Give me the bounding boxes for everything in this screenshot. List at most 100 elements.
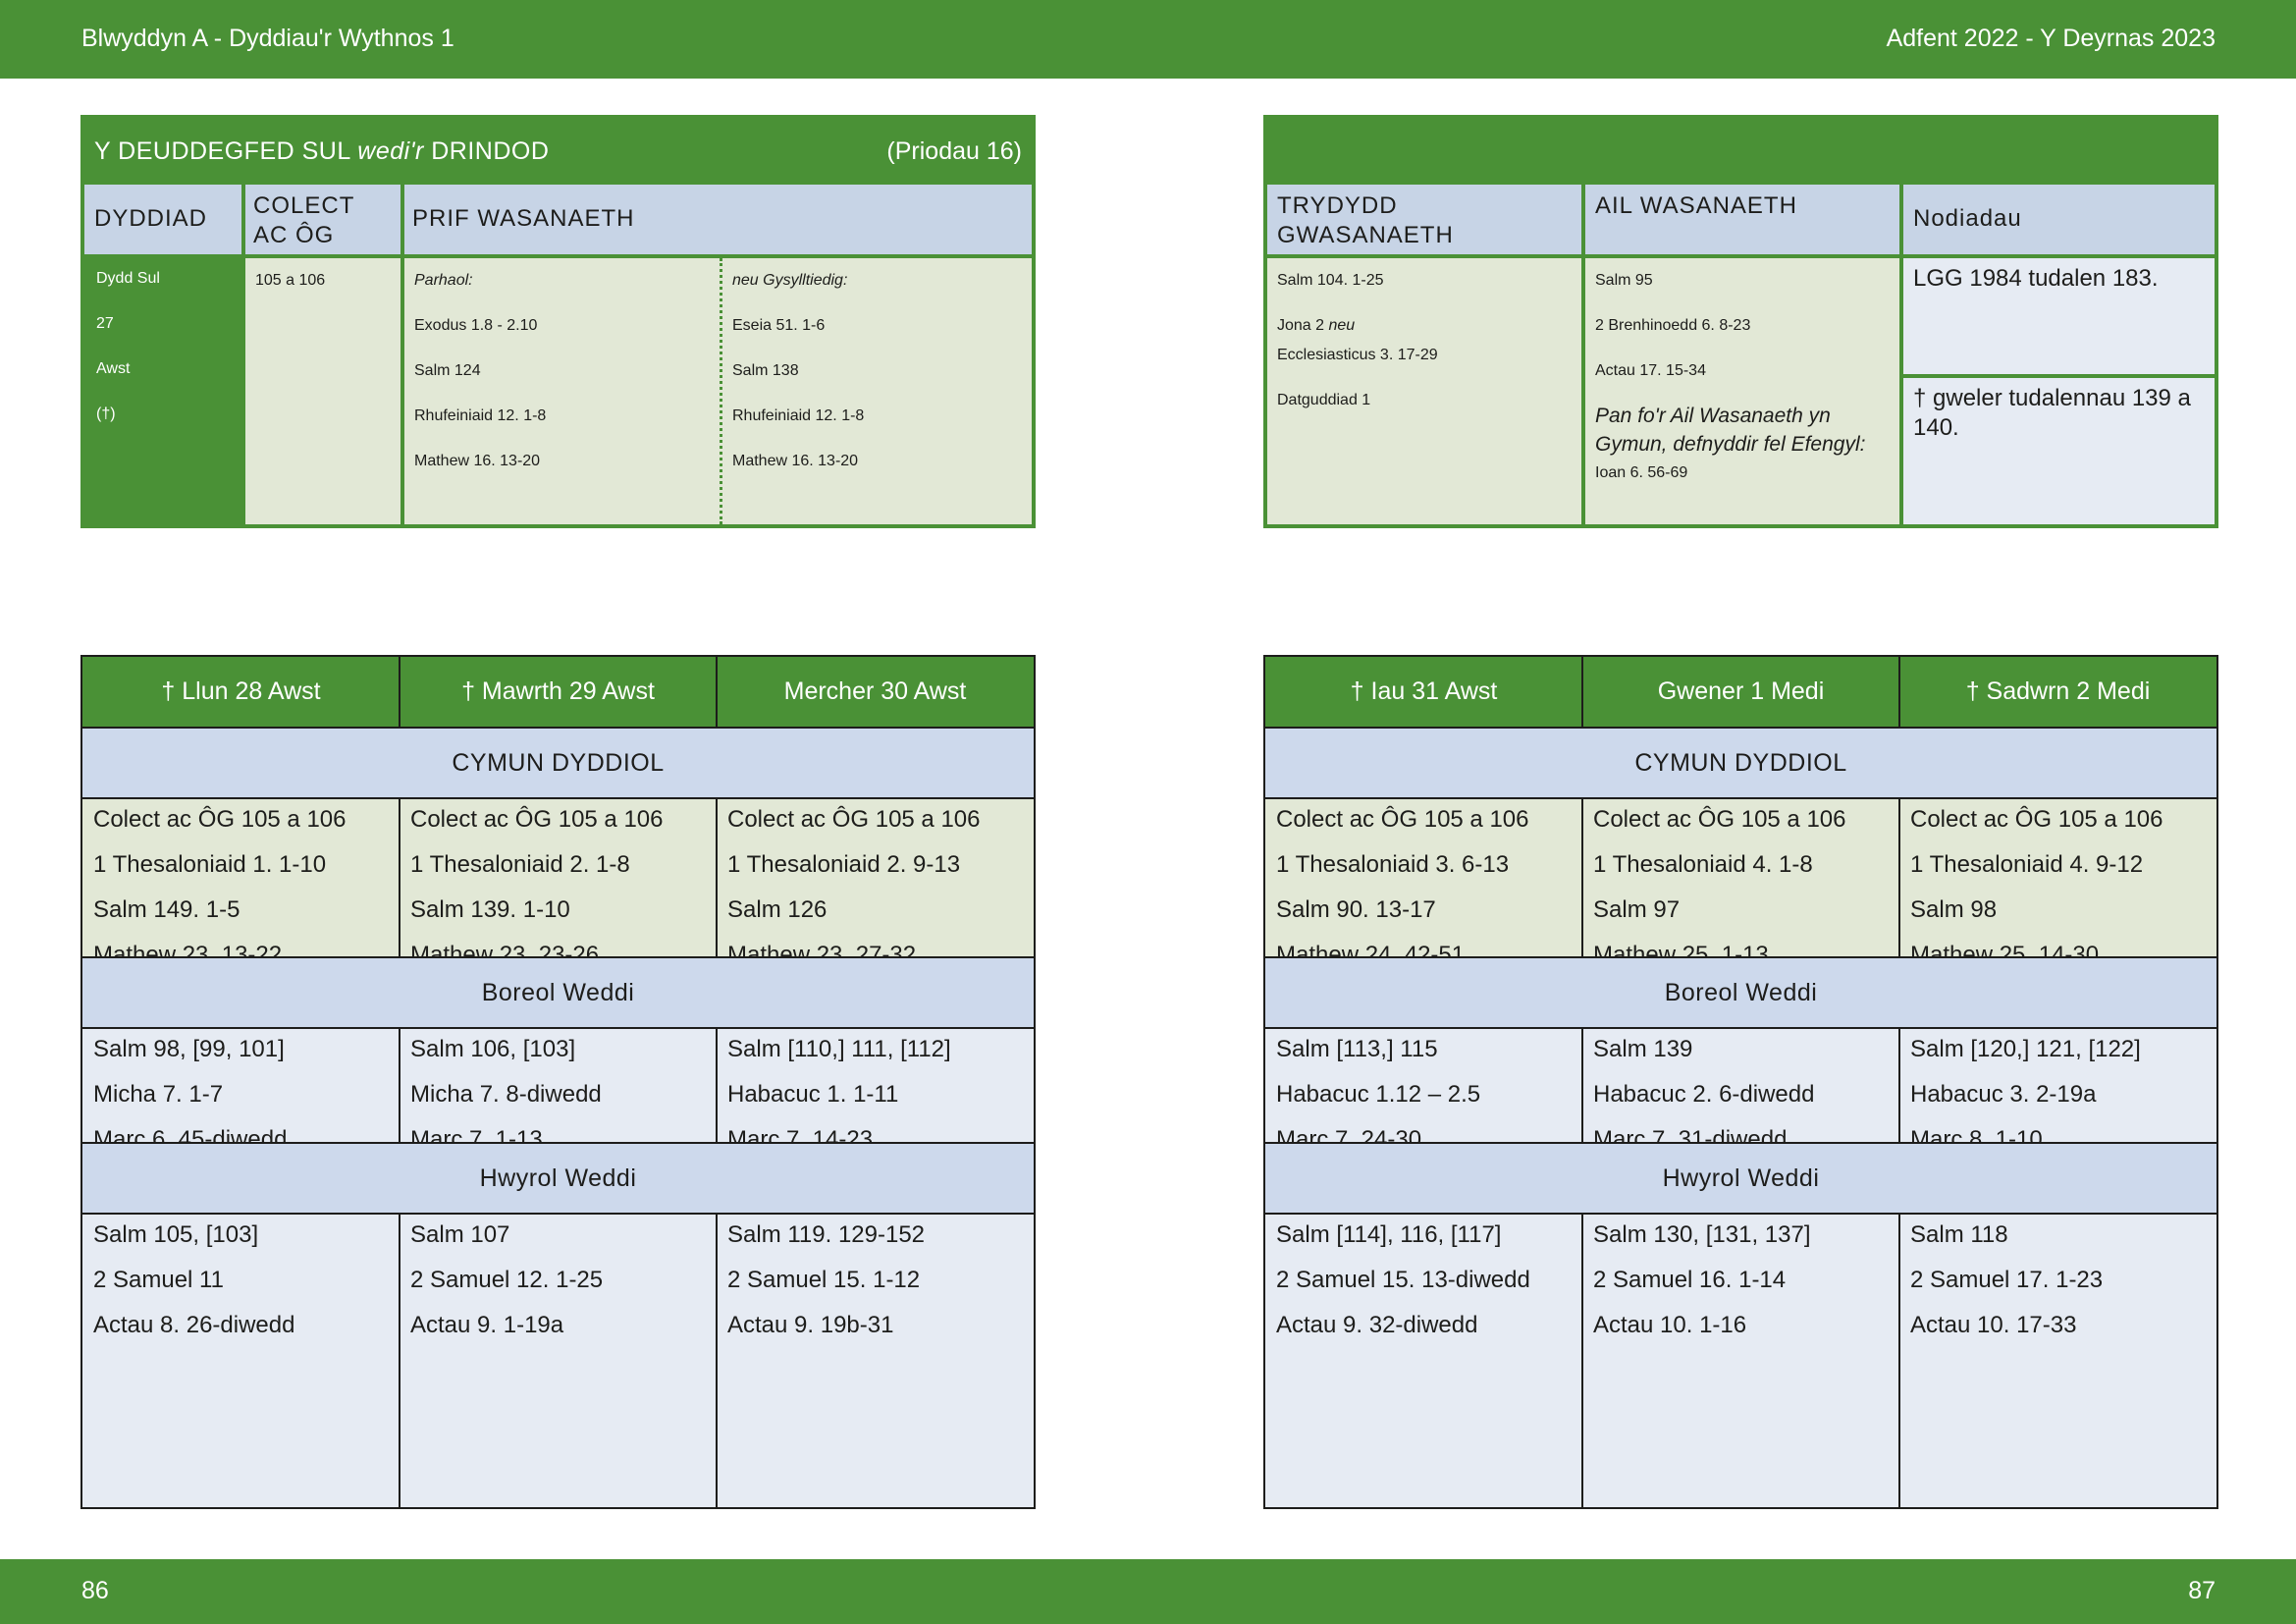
- section-evening-prayer: Hwyrol Weddi: [82, 1144, 1034, 1213]
- sunday-main-table: Y DEUDDEGFED SUL wedi'r DRINDOD (Priodau…: [80, 115, 1036, 528]
- reading: 2 Samuel 15. 1-12: [727, 1267, 921, 1293]
- day-morning-cell: Salm [120,] 121, [122] Habacuc 3. 2-19a …: [1899, 1029, 2216, 1153]
- sunday-grid: DYDDIAD COLECT AC ÔG PRIF WASANAETH Dydd…: [80, 185, 1036, 528]
- reading: Salm [114], 116, [117]: [1276, 1221, 1502, 1248]
- day-eucharist-cell: Colect ac ÔG 105 a 106 1 Thesaloniaid 1.…: [82, 799, 400, 968]
- date-line-month: Awst: [96, 360, 131, 377]
- reading: 2 Samuel 15. 13-diwedd: [1276, 1267, 1530, 1293]
- section-evening-prayer: Hwyrol Weddi: [1265, 1144, 2216, 1213]
- col-divider: [1898, 1029, 1900, 1142]
- reading: Habacuc 1. 1-11: [727, 1081, 899, 1108]
- evening-readings-block: Salm [114], 116, [117] 2 Samuel 15. 13-d…: [1265, 1215, 2216, 1507]
- sunday-banner-right: [1263, 115, 2218, 185]
- row-divider: [1265, 727, 2216, 729]
- reading: Salm 124: [414, 362, 481, 379]
- reading: 1 Thesaloniaid 2. 1-8: [410, 851, 630, 878]
- reading: Salm 139. 1-10: [410, 896, 570, 923]
- row-divider: [82, 1213, 1034, 1215]
- sunday-banner: Y DEUDDEGFED SUL wedi'r DRINDOD (Priodau…: [80, 115, 1036, 185]
- day-morning-cell: Salm 139 Habacuc 2. 6-diwedd Marc 7. 31-…: [1582, 1029, 1899, 1153]
- sunday-title-em: wedi'r: [357, 137, 424, 165]
- row-divider: [1265, 1027, 2216, 1029]
- reading: 2 Samuel 11: [93, 1267, 224, 1293]
- reading: Actau 9. 19b-31: [727, 1312, 894, 1338]
- reading: 2 Samuel 16. 1-14: [1593, 1267, 1787, 1293]
- reading: Colect ac ÔG 105 a 106: [1910, 806, 2163, 833]
- day-header: † Iau 31 Awst: [1350, 677, 1498, 705]
- reading: 1 Thesaloniaid 4. 1-8: [1593, 851, 1813, 878]
- reading-ecclesiasticus: Ecclesiasticus 3. 17-29: [1277, 347, 1438, 363]
- row-divider: [82, 797, 1034, 799]
- row-divider: [1265, 797, 2216, 799]
- reading: Colect ac ÔG 105 a 106: [1276, 806, 1529, 833]
- col-divider: [241, 185, 245, 524]
- sunday-date-cell: Dydd Sul 27 Awst (†): [84, 258, 243, 528]
- reading: Actau 17. 15-34: [1595, 362, 1706, 379]
- col-divider: [716, 1215, 718, 1507]
- note-hymnal: LGG 1984 tudalen 183.: [1913, 265, 2159, 292]
- col-divider: [1581, 799, 1583, 956]
- day-eucharist-cell: Colect ac ÔG 105 a 106 1 Thesaloniaid 4.…: [1582, 799, 1899, 968]
- morning-readings-block: Salm [113,] 115 Habacuc 1.12 – 2.5 Marc …: [1265, 1029, 2216, 1153]
- day-header: Gwener 1 Medi: [1657, 677, 1825, 705]
- reading: Salm 97: [1593, 896, 1681, 923]
- section-daily-eucharist: CYMUN DYDDIOL: [1265, 729, 2216, 797]
- row-divider: [82, 727, 1034, 729]
- weekday-table-right: † Iau 31 Awst Gwener 1 Medi † Sadwrn 2 M…: [1263, 655, 2218, 1509]
- reading: Salm 104. 1-25: [1277, 272, 1384, 289]
- continuous-readings: Parhaol: Exodus 1.8 - 2.10 Salm 124 Rhuf…: [404, 258, 719, 492]
- reading: Salm 139: [1593, 1036, 1693, 1062]
- related-label: neu Gysylltiedig:: [732, 272, 848, 289]
- reading: Colect ac ÔG 105 a 106: [1593, 806, 1846, 833]
- eucharist-note: Pan fo'r Ail Wasanaeth yn Gymun, defnydd…: [1595, 405, 1866, 456]
- day-header-row: † Llun 28 Awst † Mawrth 29 Awst Mercher …: [82, 657, 1034, 727]
- header-left-title: Blwyddyn A - Dyddiau'r Wythnos 1: [81, 25, 454, 52]
- day-eucharist-cell: Colect ac ÔG 105 a 106 1 Thesaloniaid 2.…: [717, 799, 1034, 968]
- reading: Actau 10. 17-33: [1910, 1312, 2077, 1338]
- section-daily-eucharist: CYMUN DYDDIOL: [82, 729, 1034, 797]
- reading: Salm [110,] 111, [112]: [727, 1036, 951, 1062]
- eucharist-readings-block: Colect ac ÔG 105 a 106 1 Thesaloniaid 1.…: [82, 799, 1034, 968]
- reading: Eseia 51. 1-6: [732, 317, 826, 334]
- col-divider: [716, 1029, 718, 1142]
- reading: Datguddiad 1: [1277, 392, 1371, 408]
- day-morning-cell: Salm [113,] 115 Habacuc 1.12 – 2.5 Marc …: [1265, 1029, 1582, 1153]
- col-divider: [1581, 185, 1585, 524]
- notes-cell-bottom: † gweler tudalennau 139 a 140.: [1903, 378, 2215, 524]
- reading: Habacuc 2. 6-diwedd: [1593, 1081, 1815, 1108]
- col-header-second-service: AIL WASANAETH: [1585, 185, 1899, 254]
- col-divider: [399, 657, 400, 727]
- collect-value: 105 a 106: [255, 272, 326, 289]
- reading: Salm 107: [410, 1221, 510, 1248]
- day-morning-cell: Salm 106, [103] Micha 7. 8-diwedd Marc 7…: [400, 1029, 717, 1153]
- reading: 2 Samuel 12. 1-25: [410, 1267, 604, 1293]
- date-line-number: 27: [96, 315, 114, 332]
- day-evening-cell: Salm 119. 129-152 2 Samuel 15. 1-12 Acta…: [717, 1215, 1034, 1507]
- col-header-main-service: PRIF WASANAETH: [402, 185, 1032, 254]
- section-morning-prayer: Boreol Weddi: [82, 958, 1034, 1027]
- col-divider: [399, 799, 400, 956]
- reading: Rhufeiniaid 12. 1-8: [732, 407, 865, 424]
- collect-cell: 105 a 106: [245, 258, 400, 311]
- reading: Habacuc 1.12 – 2.5: [1276, 1081, 1481, 1108]
- date-line-dagger: (†): [96, 406, 116, 422]
- reading: Salm 130, [131, 137]: [1593, 1221, 1811, 1248]
- notes-cell-top: LGG 1984 tudalen 183.: [1903, 258, 2215, 374]
- day-header: † Llun 28 Awst: [161, 677, 321, 705]
- reading: Actau 9. 32-diwedd: [1276, 1312, 1478, 1338]
- reading: Salm 138: [732, 362, 799, 379]
- reading-alternative: Jona 2 neu Ecclesiasticus 3. 17-29: [1277, 311, 1572, 370]
- dotted-divider: [720, 258, 722, 524]
- day-evening-cell: Salm 105, [103] 2 Samuel 11 Actau 8. 26-…: [82, 1215, 400, 1507]
- col-divider: [1898, 1215, 1900, 1507]
- col-divider: [716, 799, 718, 956]
- day-header: † Mawrth 29 Awst: [461, 677, 655, 705]
- reading: Salm 105, [103]: [93, 1221, 259, 1248]
- day-header: Mercher 30 Awst: [783, 677, 967, 705]
- page-number-right: 87: [2188, 1577, 2216, 1604]
- note-dagger: † gweler tudalennau 139 a 140.: [1913, 385, 2191, 441]
- date-line-day: Dydd Sul: [96, 270, 160, 287]
- reading: 1 Thesaloniaid 1. 1-10: [93, 851, 327, 878]
- col-header-notes: Nodiadau: [1903, 185, 2215, 254]
- weekday-table-left: † Llun 28 Awst † Mawrth 29 Awst Mercher …: [80, 655, 1036, 1509]
